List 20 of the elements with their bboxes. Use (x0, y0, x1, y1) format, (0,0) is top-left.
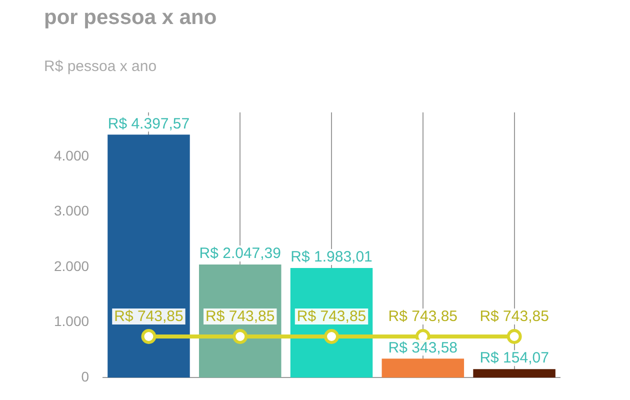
data-label: R$ 743,85 (480, 308, 549, 326)
data-label: R$ 2.047,39 (199, 245, 281, 262)
y-tick-label: 4.000 (54, 147, 90, 164)
bar (382, 358, 464, 378)
data-label: R$ 743,85 (206, 308, 275, 326)
data-label: R$ 154,07 (480, 350, 549, 367)
data-label: R$ 4.397,57 (108, 115, 190, 132)
bar (108, 134, 190, 378)
bar (473, 369, 556, 378)
y-tick-label: 1.000 (54, 313, 90, 330)
data-label: R$ 743,85 (388, 308, 458, 326)
y-tick-label: 2.000 (54, 258, 90, 274)
y-tick-label: 3.000 (54, 202, 90, 219)
data-label: R$ 343,58 (388, 339, 458, 356)
y-tick-label: 0 (81, 368, 90, 384)
data-label: R$ 743,85 (114, 308, 184, 326)
data-label: R$ 743,85 (296, 308, 366, 326)
chart-title: por pessoa x ano (44, 6, 217, 30)
chart-subtitle: R$ pessoa x ano (44, 58, 157, 75)
data-label: R$ 1.983,01 (290, 248, 372, 266)
